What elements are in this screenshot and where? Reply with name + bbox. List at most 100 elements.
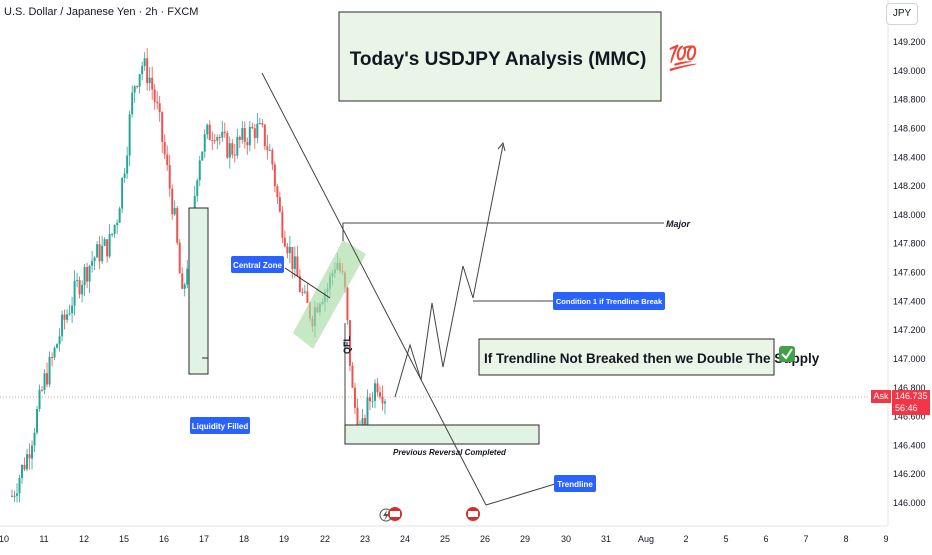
candle-body <box>193 196 196 210</box>
price-tick-label: 147.200 <box>893 325 926 335</box>
price-tick-label: 148.400 <box>893 152 926 162</box>
currency-unit-button[interactable]: JPY <box>886 3 918 25</box>
candle-body <box>173 207 176 215</box>
us-flag-stripe <box>390 511 400 517</box>
candle-body <box>298 276 301 292</box>
candle-body <box>113 225 116 234</box>
candle-body <box>41 389 44 391</box>
liquidity-callout[interactable] <box>190 417 250 434</box>
candle-body <box>178 242 181 274</box>
candle-body <box>78 280 81 295</box>
candle-body <box>128 114 131 156</box>
candle-body <box>293 256 296 269</box>
candle-body <box>153 89 156 102</box>
price-axis[interactable]: 149.200 149.000 148.800 148.600 148.400 148.2… <box>893 37 926 508</box>
double-supply-text: If Trendline Not Breaked then we Double … <box>484 351 820 366</box>
candle-body <box>171 188 174 215</box>
price-tick-label: 148.800 <box>893 95 926 105</box>
candle-body <box>238 136 241 140</box>
price-tick-label: 147.600 <box>893 268 926 278</box>
check-mark-glyph <box>781 348 793 360</box>
candle-body <box>226 133 229 158</box>
trendline-callout[interactable] <box>554 475 596 492</box>
candle-body <box>103 239 106 246</box>
candle-body <box>111 233 114 235</box>
candle-body <box>266 146 269 151</box>
candle-body <box>158 103 161 113</box>
candle-body <box>273 164 276 187</box>
candle-body <box>348 320 351 366</box>
candle-body <box>56 344 59 348</box>
candle-body <box>228 143 231 158</box>
candle-body <box>63 314 66 320</box>
double-supply-box <box>478 338 775 376</box>
candle-body <box>251 126 254 129</box>
candle-body <box>286 246 289 254</box>
candle-body <box>306 291 309 303</box>
candle-body <box>231 143 234 155</box>
candle-body <box>163 141 166 155</box>
candle-body <box>143 58 146 66</box>
candle-body <box>243 127 246 142</box>
candle-body <box>28 454 31 459</box>
time-tick-label: 19 <box>279 534 289 544</box>
candle-body <box>161 112 164 142</box>
central-zone-pointer <box>284 267 331 299</box>
price-tick-label: 149.200 <box>893 37 926 47</box>
time-tick-label: 16 <box>159 534 169 544</box>
candle-body <box>283 237 286 247</box>
trendline <box>261 72 487 506</box>
candle-body <box>363 418 366 427</box>
candle-body <box>148 77 151 84</box>
candle-body <box>141 65 144 75</box>
candle-body <box>248 126 251 146</box>
candle-body <box>183 284 186 289</box>
time-tick-label: 18 <box>239 534 249 544</box>
candle-body <box>181 273 184 289</box>
candle-body <box>116 222 119 226</box>
trendline-pointer <box>485 483 556 506</box>
major-label: Major <box>666 219 691 229</box>
price-tick-label: 149.000 <box>893 66 926 76</box>
candle-body <box>276 186 279 198</box>
candle-body <box>88 265 91 282</box>
time-tick-label: 31 <box>601 534 611 544</box>
candle-body <box>253 128 256 139</box>
price-tick-label: 148.000 <box>893 210 926 220</box>
candle-body <box>71 305 74 314</box>
candle-body <box>186 268 189 285</box>
time-tick-label: 22 <box>320 534 330 544</box>
candle-body <box>168 165 171 189</box>
candle-body <box>81 285 84 295</box>
candle-body <box>221 131 224 138</box>
candle-body <box>223 131 226 134</box>
candle-body <box>278 197 281 212</box>
candle-body <box>258 123 261 125</box>
candle-body <box>73 280 76 306</box>
candle-body <box>296 256 299 277</box>
candle-body <box>301 291 304 293</box>
candle-body <box>101 245 104 262</box>
candle-body <box>206 124 209 135</box>
bar-countdown: 56:46 <box>895 403 918 413</box>
central-zone-callout[interactable] <box>231 256 284 273</box>
candle-body <box>76 280 79 282</box>
price-tick-label: 146.400 <box>893 440 926 450</box>
candle-body <box>61 314 64 337</box>
candle-body <box>256 123 259 139</box>
central-zone-label: Central Zone <box>233 261 282 270</box>
trendline-label: Trendline <box>557 480 593 489</box>
candle-body <box>281 211 284 238</box>
time-tick-label: Aug <box>638 534 654 544</box>
symbol-title[interactable]: U.S. Dollar / Japanese Yen · 2h · FXCM <box>4 6 199 18</box>
time-tick-label: 26 <box>480 534 490 544</box>
candle-body <box>211 140 214 142</box>
candle-body <box>218 137 221 139</box>
candle-body <box>371 400 374 402</box>
time-axis[interactable]: 10 11 12 15 16 17 18 19 22 23 24 25 26 29 30 31 Aug 2 5 6 7 8… <box>0 534 889 544</box>
liquidity-label: Liquidity Filled <box>192 422 249 431</box>
price-tick-label: 148.600 <box>893 123 926 133</box>
candle-body <box>36 408 39 433</box>
condition-callout[interactable] <box>553 292 665 310</box>
